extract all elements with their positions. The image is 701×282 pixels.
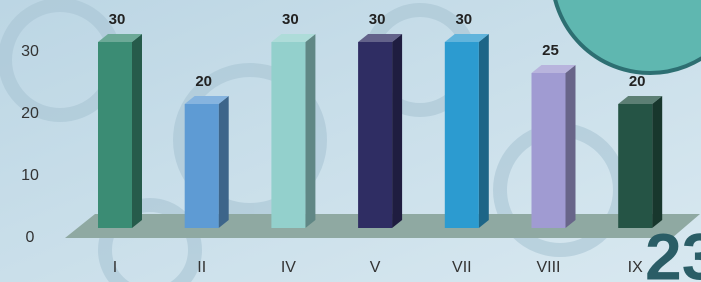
bar [98,42,132,228]
value-label: 30 [109,11,126,28]
y-tick-label: 30 [21,43,39,60]
x-tick-label: VIII [536,259,560,276]
value-label: 30 [455,11,472,28]
bar-side [305,34,315,228]
value-label: 30 [282,11,299,28]
y-tick-label: 10 [21,167,39,184]
bar-side [652,96,662,228]
x-tick-label: I [113,259,117,276]
page-number: 23 [645,219,701,282]
chart: 0 10 20 30 I 30 II 20 IV 30 V 30 VII 30 VIII 25 IX 20 23 [0,0,701,282]
value-label: 30 [369,11,386,28]
value-label: 25 [542,42,559,59]
y-tick-label: 0 [26,229,35,246]
bar [532,73,566,228]
bar [618,104,652,228]
bar-side [132,34,142,228]
bar-side [479,34,489,228]
x-tick-label: V [370,259,381,276]
bar [358,42,392,228]
bar [185,104,219,228]
bar [445,42,479,228]
x-tick-label: IV [281,259,296,276]
x-tick-label: VII [452,259,472,276]
value-label: 20 [195,73,212,90]
bar-side [392,34,402,228]
bar [271,42,305,228]
x-tick-label: II [197,259,206,276]
bar-side [219,96,229,228]
bar-side [566,65,576,228]
x-tick-label: IX [628,259,643,276]
y-tick-label: 20 [21,105,39,122]
value-label: 20 [629,73,646,90]
